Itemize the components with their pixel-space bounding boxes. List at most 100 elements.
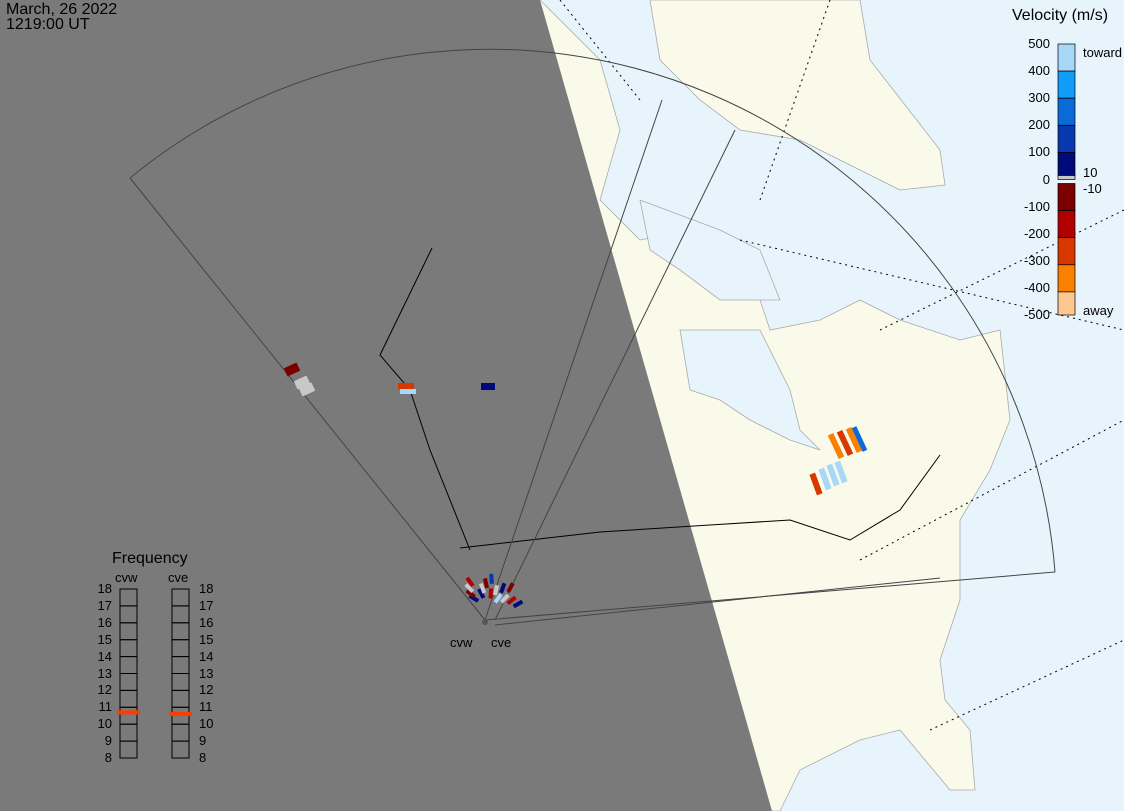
radar-label-cve: cve (491, 635, 512, 650)
velocity-cell (506, 582, 515, 593)
velocity-cell (851, 426, 868, 452)
arctic-channels (639, 199, 781, 301)
velocity-cell (493, 584, 499, 596)
velocity-cell (464, 583, 475, 594)
velocity-cell (465, 576, 475, 588)
velocity-cell (488, 588, 494, 599)
frequency-tick-label: 13 (97, 665, 112, 681)
colorbar-segment (1057, 183, 1076, 211)
ground-scatter-segment (1057, 175, 1076, 180)
colorbar-segment (1057, 97, 1076, 126)
velocity-cell (478, 582, 487, 594)
velocity-cell (827, 432, 845, 460)
frequency-tick-label: 17 (199, 597, 214, 613)
frequency-tick-label: 8 (199, 750, 207, 765)
velocity-cell (483, 577, 489, 589)
frequency-tick-label: 14 (199, 648, 214, 664)
colorbar-segment (1057, 152, 1076, 176)
colorbar-segment (1057, 237, 1076, 266)
greenland (649, 0, 946, 191)
velocity-cell (499, 582, 507, 594)
velocity-cell (293, 375, 311, 390)
velocity-tick-label: -300 (1023, 252, 1050, 268)
colorbar-segment (1057, 43, 1076, 72)
velocity-cell (845, 426, 863, 454)
velocity-cell (818, 467, 832, 491)
colorbar-segment (1057, 291, 1076, 316)
radar-fields-of-view (129, 48, 1056, 626)
frequency-title: Frequency (112, 550, 188, 567)
colorbar-segment (1057, 264, 1076, 293)
date-label: March, 26 2022 (6, 1, 118, 18)
time-label: 1219:00 UT (6, 16, 90, 33)
velocity-cell (834, 460, 848, 484)
frequency-cell (119, 588, 138, 607)
radar-site-marker (482, 619, 488, 625)
gs-lower-label: -10 (1083, 181, 1102, 196)
velocity-tick-label: 100 (1028, 144, 1050, 160)
frequency-tick-label: 13 (199, 665, 214, 681)
velocity-tick-label: 500 (1028, 36, 1050, 51)
velocity-tick-label: 300 (1028, 90, 1050, 106)
grid-lines (559, 0, 1124, 731)
velocity-cell (809, 472, 823, 496)
frequency-tick-label: 9 (199, 733, 207, 749)
radar-label-cvw: cvw (450, 635, 473, 650)
colorbar-segment (1057, 124, 1076, 153)
velocity-cell (493, 593, 503, 604)
frequency-tick-label: 17 (97, 597, 112, 613)
cvw-freq-label: cvw (115, 570, 138, 585)
velocity-tick-label: 200 (1028, 117, 1050, 133)
velocity-cell (512, 599, 524, 609)
velocity-cell (499, 593, 510, 604)
velocity-cell (465, 589, 476, 599)
away-label: away (1083, 303, 1114, 318)
velocity-tick-label: -500 (1023, 307, 1050, 322)
velocity-cell (489, 573, 494, 584)
frequency-tick-label: 15 (199, 631, 214, 647)
frequency-tick-label: 16 (97, 614, 112, 630)
frequency-tick-label: 10 (97, 716, 112, 732)
velocity-tick-label: -200 (1023, 225, 1050, 241)
frequency-marker-cve (169, 712, 192, 717)
velocity-cell (477, 588, 486, 599)
frequency-tick-label: 11 (98, 699, 113, 715)
velocity-cell (826, 463, 840, 487)
frequency-tick-label: 11 (199, 699, 213, 715)
frequency-tick-label: 12 (97, 682, 112, 698)
colorbar-segment (1057, 70, 1076, 99)
velocity-cell (481, 383, 495, 390)
velocity-colorbar (1057, 43, 1076, 316)
velocity-cell (283, 362, 301, 377)
velocity-cell (298, 382, 316, 397)
velocity-tick-label: -100 (1023, 198, 1050, 214)
frequency-tick-label: 9 (104, 733, 112, 749)
frequency-tick-label: 14 (97, 648, 112, 664)
toward-label: toward (1083, 45, 1123, 60)
velocity-cell (836, 429, 854, 457)
frequency-cell (171, 588, 190, 607)
frequency-tick-label: 10 (199, 716, 214, 732)
velocity-tick-label: -400 (1023, 279, 1050, 295)
colorbar-segment (1057, 210, 1076, 239)
frequency-panel (117, 588, 192, 759)
velocity-cells (283, 362, 868, 609)
frequency-tick-label: 8 (104, 750, 112, 765)
cve-freq-label: cve (168, 570, 189, 585)
frequency-tick-label: 16 (199, 614, 214, 630)
velocity-cell (506, 595, 517, 606)
frequency-tick-label: 12 (199, 682, 214, 698)
hudson-bay (679, 329, 821, 451)
frequency-marker-cvw (117, 710, 140, 715)
velocity-tick-label: 0 (1042, 171, 1050, 187)
gs-upper-label: 10 (1083, 165, 1098, 180)
frequency-tick-label: 18 (97, 581, 112, 596)
night-terminator (0, 0, 772, 811)
frequency-tick-label: 15 (97, 631, 112, 647)
velocity-scale-title: Velocity (m/s) (1012, 7, 1109, 24)
water-bodies (639, 199, 821, 451)
frequency-tick-label: 18 (199, 581, 214, 596)
velocity-cell (398, 383, 414, 389)
